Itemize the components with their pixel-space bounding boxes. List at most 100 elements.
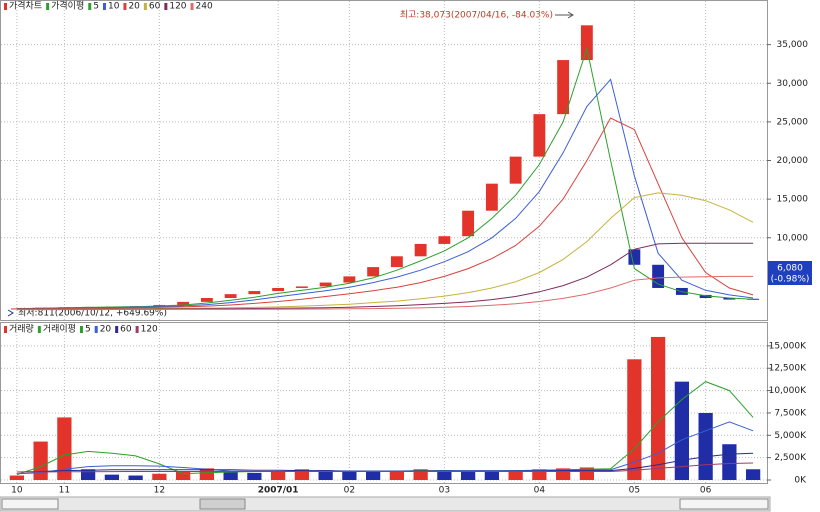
volume-bar xyxy=(33,441,48,480)
legend-swatch xyxy=(164,3,168,10)
zoom-buttons[interactable] xyxy=(679,498,769,510)
candle-body xyxy=(485,183,498,211)
candle-body xyxy=(319,282,332,287)
ma-line xyxy=(16,117,754,310)
scrollbar[interactable] xyxy=(0,496,771,512)
volume-bar xyxy=(128,475,143,480)
y-tick-label: 30,000 xyxy=(777,79,809,89)
volume-bar xyxy=(247,472,262,480)
y-tick-label: 25,000 xyxy=(777,117,809,127)
candle-body xyxy=(747,298,760,300)
legend-entry: 60 xyxy=(120,325,132,335)
candle-body xyxy=(699,294,712,299)
legend-entry: 120 xyxy=(169,2,186,12)
legend-entry: 20 xyxy=(100,325,112,335)
y-tick-label: 35,000 xyxy=(777,40,809,50)
y-tick-label: 2,500K xyxy=(774,453,807,463)
legend-swatch xyxy=(94,326,98,333)
legend-entry: 120 xyxy=(141,325,158,335)
y-tick-label: 15,000 xyxy=(777,195,809,205)
low-arrow xyxy=(7,309,14,317)
candle-body xyxy=(177,301,190,305)
price-box xyxy=(768,261,812,285)
volume-bar xyxy=(532,469,547,480)
legend-swatch xyxy=(102,3,106,10)
volume-bar xyxy=(366,471,381,480)
volume-bar xyxy=(152,473,167,480)
volume-bar xyxy=(627,359,642,480)
low-annotation: 최저:811(2006/10/12, +649.69%) xyxy=(18,308,167,319)
peak-arrowhead xyxy=(567,11,574,19)
legend-entry: 240 xyxy=(196,2,213,12)
candle-body xyxy=(723,298,736,300)
volume-bar xyxy=(81,469,96,480)
legend-title: 거래이평 xyxy=(43,324,76,335)
candle-body xyxy=(343,276,356,283)
candle-body xyxy=(414,243,427,257)
peak-annotation: 최고:38,073(2007/04/16, -84.03%) xyxy=(400,10,553,21)
y-tick-label: 12,500K xyxy=(769,364,807,374)
current-price: 6,080 xyxy=(777,264,803,274)
candle-body xyxy=(533,114,546,157)
legend-entry: 5 xyxy=(85,325,91,335)
volume-bar xyxy=(461,471,476,480)
ma-line xyxy=(16,275,754,311)
volume-bar xyxy=(271,471,286,480)
x-tick-label: 02 xyxy=(344,486,355,496)
scroll-thumb[interactable] xyxy=(199,498,246,510)
volume-bar xyxy=(9,475,24,480)
y-tick-label: 10,000K xyxy=(769,386,807,396)
candle-body xyxy=(652,264,665,288)
x-tick-label: 10 xyxy=(11,486,23,496)
x-tick-label: 06 xyxy=(700,486,712,496)
volume-bar xyxy=(508,471,523,480)
x-tick-label: 11 xyxy=(59,486,70,496)
legend-swatch xyxy=(123,3,127,10)
x-tick-label: 12 xyxy=(154,486,165,496)
legend-swatch xyxy=(88,3,92,10)
candle-body xyxy=(628,249,641,265)
candle-body xyxy=(200,298,213,302)
volume-bar xyxy=(342,471,357,480)
volume-bar xyxy=(413,469,428,480)
volume-bar xyxy=(698,412,713,480)
candle-body xyxy=(248,291,261,295)
legend-title: 거래량 xyxy=(9,323,34,335)
x-tick-label: 2007/01 xyxy=(258,486,299,496)
candle-body xyxy=(580,25,593,61)
legend-swatch xyxy=(37,326,41,333)
candle-body xyxy=(272,287,285,292)
legend-swatch xyxy=(4,326,7,333)
candle-body xyxy=(462,210,475,237)
candle-body xyxy=(438,236,451,244)
x-tick-label: 05 xyxy=(629,486,640,496)
candle-body xyxy=(509,156,522,184)
x-tick-label: 03 xyxy=(439,486,450,496)
current-change: (-0.98%) xyxy=(771,275,810,285)
legend-swatch xyxy=(143,3,147,10)
legend-entry: 60 xyxy=(149,2,161,12)
legend-swatch xyxy=(79,326,83,333)
volume-bar xyxy=(556,468,571,480)
legend-entry: 20 xyxy=(128,2,140,12)
volume-bar xyxy=(57,417,72,480)
volume-bar xyxy=(651,336,666,480)
legend-swatch xyxy=(135,326,139,333)
volume-bar xyxy=(176,471,191,480)
price-panel xyxy=(0,0,768,321)
volume-bar xyxy=(746,469,761,480)
legend-entry: 5 xyxy=(93,2,99,12)
ma-line xyxy=(16,78,754,310)
volume-bar xyxy=(674,381,689,480)
volume-bar xyxy=(318,470,333,480)
volume-bar xyxy=(294,469,309,480)
period-buttons[interactable] xyxy=(1,498,59,510)
volume-bar xyxy=(199,468,214,480)
ma-line xyxy=(16,462,754,473)
candle-body xyxy=(390,256,403,268)
y-tick-label: 5,000K xyxy=(774,431,807,441)
volume-bar xyxy=(389,471,404,480)
volume-bar xyxy=(437,470,452,480)
candle-body xyxy=(295,286,308,288)
